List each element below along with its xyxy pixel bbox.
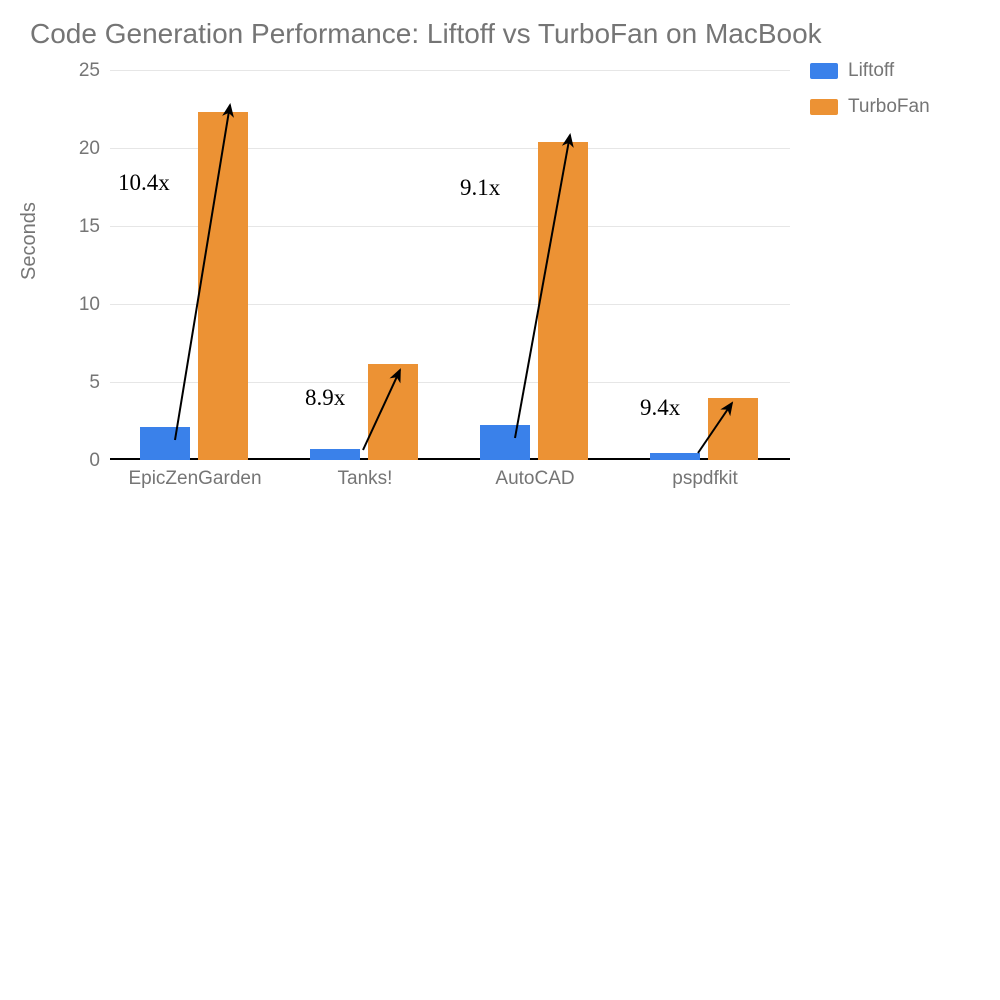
- chart-container: Code Generation Performance: Liftoff vs …: [0, 0, 1000, 1000]
- ytick-15: 15: [60, 216, 100, 238]
- legend-swatch-liftoff: [810, 63, 838, 79]
- legend-item-turbofan: TurboFan: [810, 96, 930, 118]
- ytick-10: 10: [60, 294, 100, 316]
- ytick-5: 5: [60, 372, 100, 394]
- grid-25: [110, 70, 790, 71]
- annotation-label-0: 10.4x: [118, 170, 170, 196]
- xcat-2: AutoCAD: [470, 468, 600, 490]
- chart-title: Code Generation Performance: Liftoff vs …: [30, 18, 822, 50]
- legend-label-liftoff: Liftoff: [848, 60, 894, 82]
- ytick-0: 0: [60, 450, 100, 472]
- annotation-label-2: 9.1x: [460, 175, 500, 201]
- bar-turbofan-0: [198, 112, 248, 460]
- legend-swatch-turbofan: [810, 99, 838, 115]
- ytick-20: 20: [60, 138, 100, 160]
- plot-area: 25 20 15 10 5 0 EpicZenGarden Tanks! Aut…: [110, 70, 790, 460]
- legend: Liftoff TurboFan: [810, 60, 930, 132]
- xcat-1: Tanks!: [300, 468, 430, 490]
- bar-liftoff-1: [310, 449, 360, 460]
- annotation-label-3: 9.4x: [640, 395, 680, 421]
- annotation-label-1: 8.9x: [305, 385, 345, 411]
- xcat-0: EpicZenGarden: [120, 468, 270, 490]
- y-axis-label: Seconds: [18, 202, 41, 280]
- bar-turbofan-2: [538, 142, 588, 460]
- bar-turbofan-3: [708, 398, 758, 460]
- ytick-25: 25: [60, 60, 100, 82]
- bar-turbofan-1: [368, 364, 418, 460]
- xcat-3: pspdfkit: [640, 468, 770, 490]
- bar-liftoff-3: [650, 453, 700, 460]
- legend-label-turbofan: TurboFan: [848, 96, 930, 118]
- bar-liftoff-0: [140, 427, 190, 461]
- legend-item-liftoff: Liftoff: [810, 60, 930, 82]
- bar-liftoff-2: [480, 425, 530, 460]
